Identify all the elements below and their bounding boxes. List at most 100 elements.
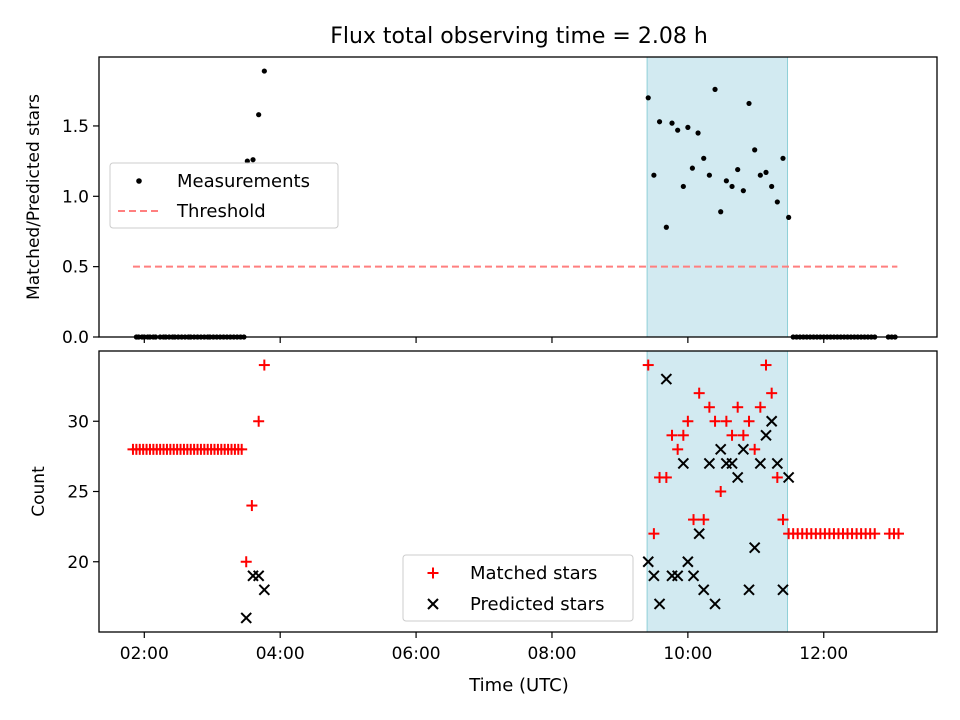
cross-stroke (743, 584, 755, 596)
matched-star-point (666, 429, 678, 441)
measurement-point (680, 183, 686, 190)
cross-stroke (427, 598, 439, 610)
measurement-point (250, 157, 256, 163)
measurement-point (740, 188, 746, 194)
matched-star-point (771, 471, 783, 483)
cross-stroke (648, 570, 660, 582)
cross-stroke (777, 584, 789, 596)
cross-stroke (771, 457, 784, 470)
cross-stroke (782, 471, 795, 484)
measurement-point (663, 224, 669, 230)
count-y-tick-label: 25 (67, 483, 89, 503)
matched-star-point (754, 401, 766, 413)
cross-stroke (252, 570, 265, 582)
measurement-point (774, 199, 780, 205)
cross-stroke (731, 471, 744, 484)
cross-stroke (687, 570, 700, 582)
ratio-y-axis-label: Matched/Predicted stars (24, 94, 44, 300)
matched-star-point (715, 486, 727, 497)
measurement-point (746, 100, 752, 107)
count-x-axis-ticks: 02:00 04:00 06:00 08:00 10:00 12:00 (120, 632, 848, 664)
predicted-star-point (677, 457, 690, 470)
predicted-star-point (726, 457, 738, 470)
count-y-tick-label: 30 (67, 412, 89, 432)
predicted-star-point (714, 443, 727, 456)
measurement-point (780, 155, 786, 161)
count-panel-frame (98, 350, 938, 633)
predicted-star-point (737, 443, 750, 456)
x-axis-label: Time (UTC) (468, 675, 569, 696)
predicted-star-point (698, 584, 710, 596)
count-y-tick-label: 20 (67, 553, 89, 573)
predicted-star-point (771, 457, 784, 470)
matched-star-point (253, 415, 265, 427)
matched-star-point (743, 415, 755, 427)
matched-star-point (777, 514, 789, 526)
matched-star-point (709, 415, 721, 427)
matched-star-point (720, 415, 732, 427)
predicted-star-point (258, 584, 271, 596)
cross-stroke (709, 598, 721, 610)
observing-window-shade (646, 56, 789, 338)
measurement-point (701, 155, 707, 161)
matched-star-point (737, 429, 749, 441)
measurement-point (786, 214, 792, 221)
matched-star-point (749, 443, 761, 455)
predicted-star-point (687, 570, 700, 582)
measurement-point (689, 165, 695, 171)
predicted-star-point (653, 598, 666, 610)
measurement-point (261, 68, 267, 74)
x-tick-label: 04:00 (256, 644, 305, 664)
cross-stroke (760, 429, 772, 442)
matched-star-point (693, 387, 705, 399)
matched-star-point (258, 359, 270, 371)
cross-stroke (240, 612, 252, 624)
predicted-star-point (743, 584, 755, 596)
measurement-point (645, 95, 651, 101)
predicted-star-point (754, 457, 767, 470)
matched-star-point (892, 528, 904, 540)
predicted-star-point (703, 457, 716, 470)
cross-stroke (754, 457, 767, 470)
cross-stroke (671, 570, 684, 582)
ratio-panel: 0.0 0.5 1.0 1.5 Matched/Predicted stars Mea… (24, 56, 938, 348)
matched-stars-points (127, 359, 904, 568)
predicted-star-point (765, 415, 778, 427)
count-y-axis-ticks: 20 25 30 (67, 412, 99, 573)
measurement-point (769, 183, 775, 190)
measurement-point (706, 172, 712, 178)
count-legend-box (402, 554, 634, 622)
matched-star-point (760, 359, 772, 371)
ratio-legend: Measurements Threshold (109, 162, 339, 229)
predicted-star-point (642, 556, 654, 568)
measurement-point (656, 119, 663, 125)
cross-stroke (677, 457, 690, 470)
matched-star-point (642, 359, 654, 371)
matched-star-point (240, 556, 252, 568)
measurement-point (757, 172, 763, 178)
measurement-point (712, 86, 718, 92)
ratio-y-tick-label: 0.0 (62, 328, 89, 348)
measurement-point (718, 209, 724, 215)
count-y-axis-label: Count (29, 466, 49, 517)
predicted-star-point (240, 612, 252, 624)
measurement-point (729, 183, 735, 190)
legend-matched-plus (427, 567, 439, 579)
predicted-star-point (252, 570, 265, 582)
count-panel: 20 25 30 02:00 04:00 06:00 08:00 10:00 12:00 Co… (29, 350, 938, 664)
cross-stroke (693, 527, 705, 540)
matched-star-point (766, 387, 778, 399)
matched-star-point (648, 528, 660, 540)
legend-measurements-marker (136, 178, 142, 184)
cross-stroke (660, 373, 673, 385)
ratio-legend-box (109, 162, 339, 229)
ratio-y-tick-label: 1.0 (62, 187, 89, 207)
ratio-y-axis-ticks: 0.0 0.5 1.0 1.5 (62, 117, 99, 348)
cross-stroke (682, 556, 694, 568)
matched-star-point (698, 514, 710, 526)
cross-stroke (737, 443, 750, 456)
x-tick-label: 12:00 (799, 644, 848, 664)
matched-star-point (726, 429, 738, 441)
predicted-star-point (682, 556, 694, 568)
legend-predicted-label: Predicted stars (470, 594, 604, 615)
